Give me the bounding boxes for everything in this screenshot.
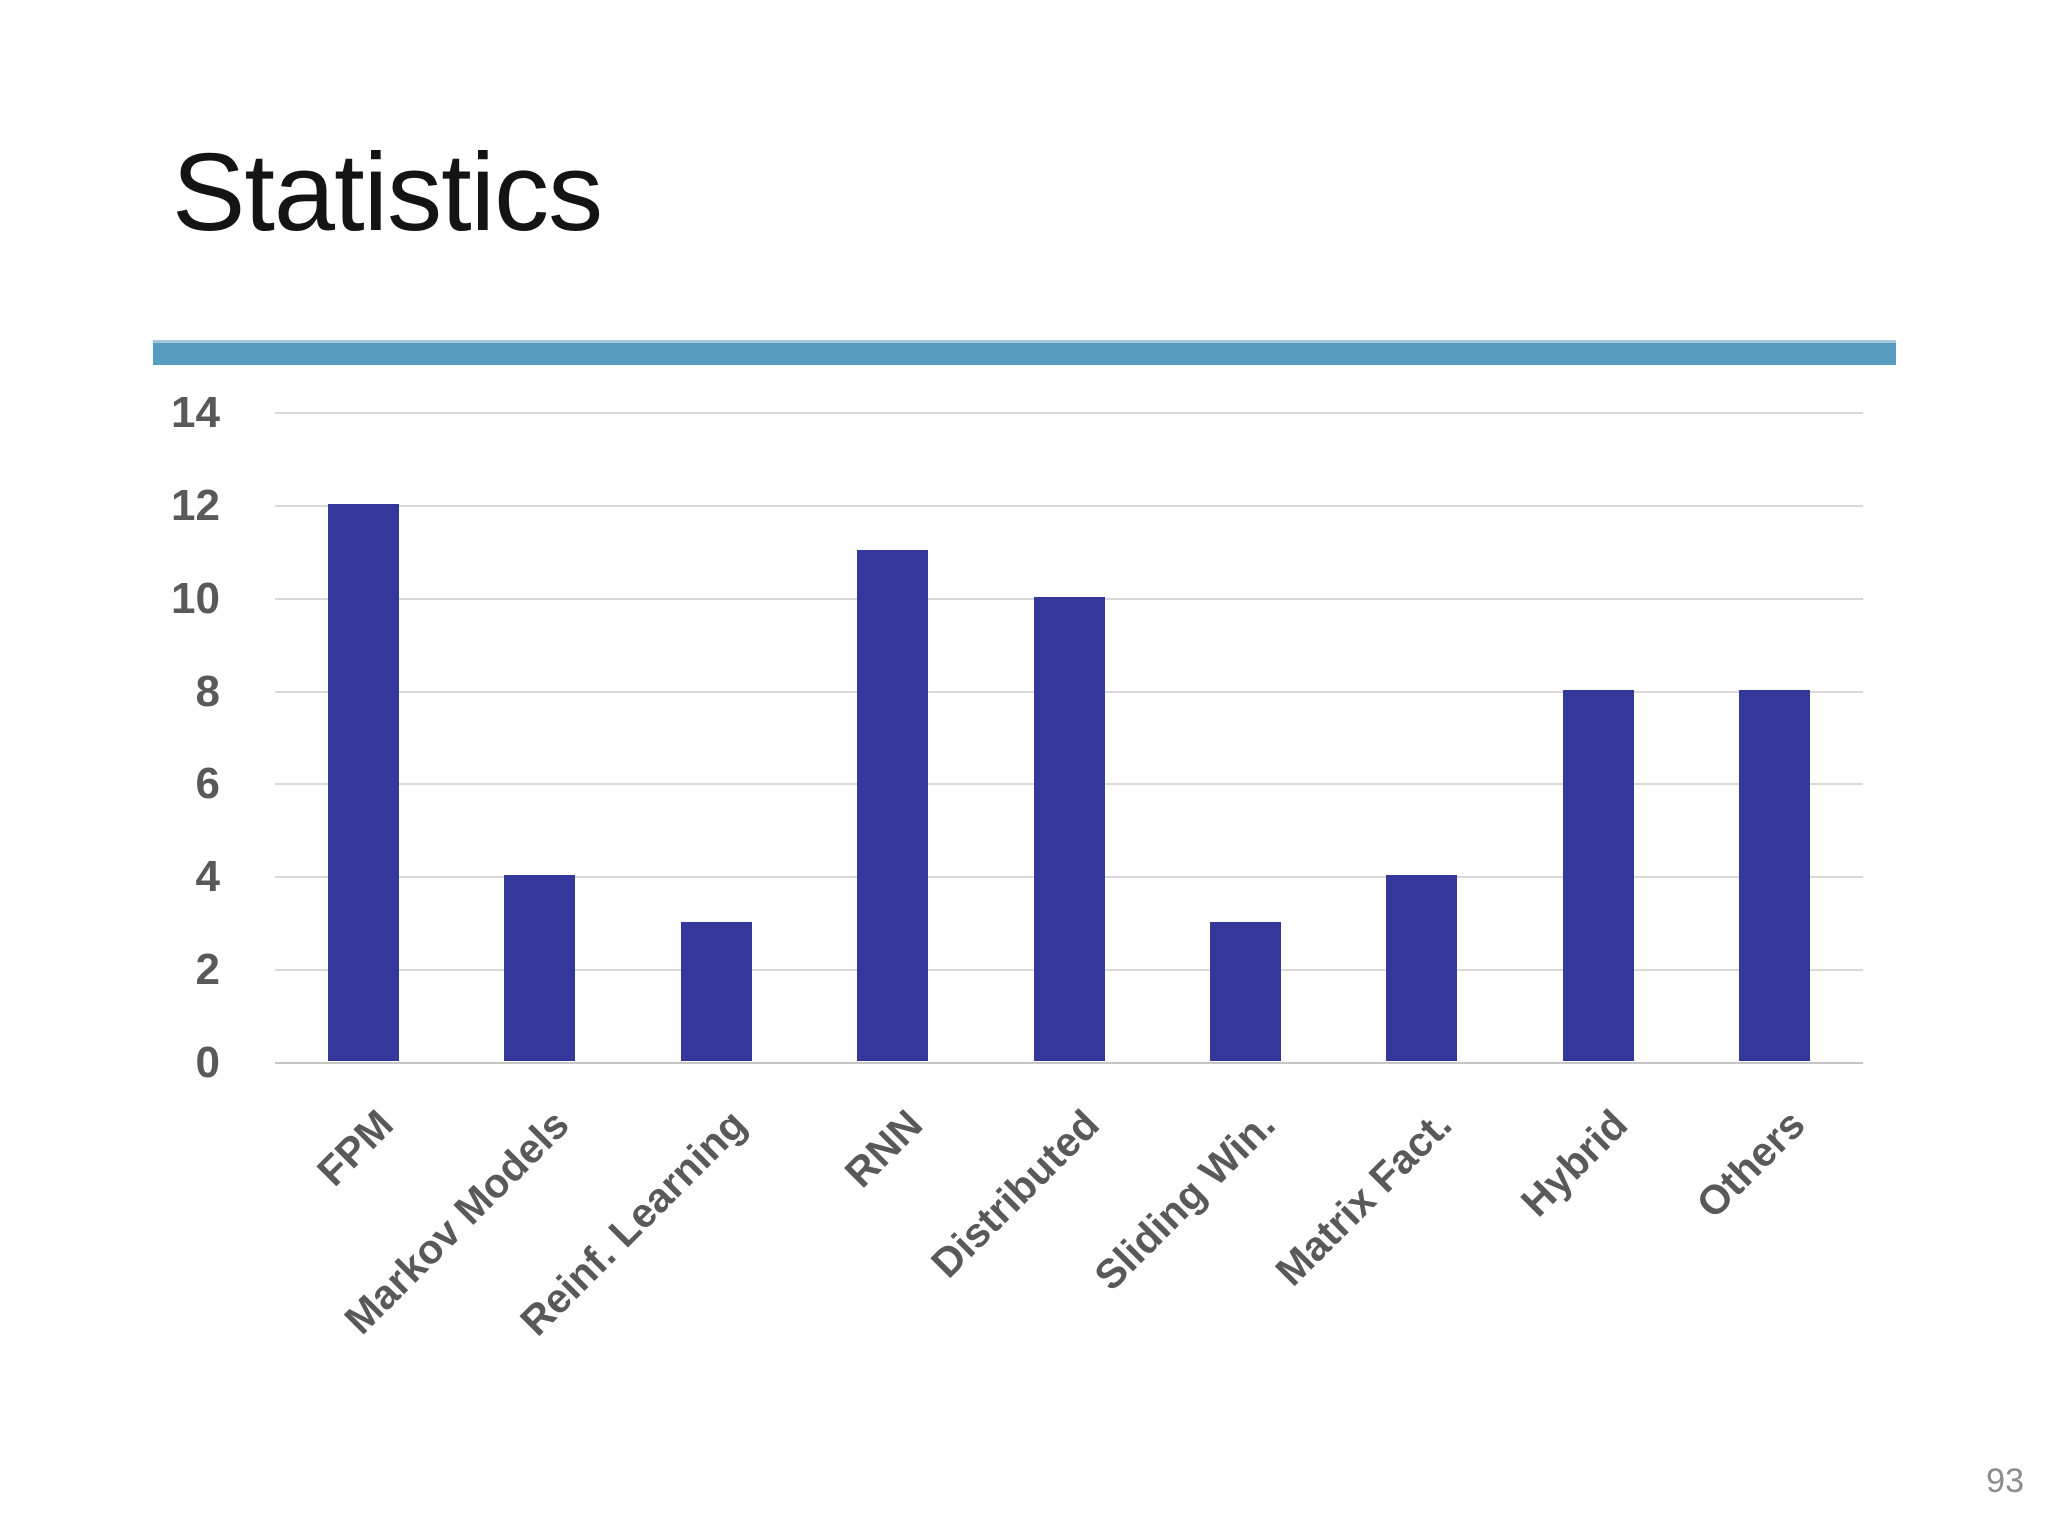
page-title: Statistics <box>172 131 603 254</box>
y-axis-tick-labels: 0 2 4 6 8 10 12 14 <box>118 391 220 1085</box>
gridline-y-12 <box>275 504 1863 507</box>
bar-rnn <box>857 550 929 1061</box>
bar-hybrid <box>1562 689 1634 1061</box>
bar-others <box>1739 689 1811 1061</box>
gridline-y-14 <box>275 412 1863 414</box>
y-axis-label-10: 10 <box>171 573 220 623</box>
plot-area <box>275 412 1863 1064</box>
page-number: 93 <box>1986 1462 2024 1500</box>
x-axis-label-sliding-win: Sliding Win. <box>1085 1100 1284 1300</box>
title-divider-bar <box>153 340 1896 365</box>
y-axis-label-4: 4 <box>195 852 220 902</box>
bar-fpm <box>327 503 399 1061</box>
x-axis-label-matrix-fact: Matrix Fact. <box>1266 1100 1461 1295</box>
bar-distributed <box>1033 596 1105 1061</box>
x-axis-label-distributed: Distributed <box>921 1100 1108 1287</box>
bar-reinf-learning <box>680 921 752 1061</box>
x-axis-label-hybrid: Hybrid <box>1512 1100 1637 1226</box>
x-axis-label-others: Others <box>1687 1100 1814 1227</box>
y-axis-label-0: 0 <box>195 1038 220 1087</box>
x-axis-label-fpm: FPM <box>307 1100 402 1195</box>
y-axis-label-6: 6 <box>195 759 220 809</box>
gridline-y-0 <box>275 1062 1863 1064</box>
y-axis-label-8: 8 <box>195 666 220 716</box>
y-axis-label-12: 12 <box>171 480 220 530</box>
bar-sliding-win <box>1209 921 1281 1061</box>
y-axis-label-14: 14 <box>171 388 220 437</box>
x-axis-category-labels: FPM Markov Models Reinf. Learning RNN Distri… <box>275 413 1863 1345</box>
y-axis-label-2: 2 <box>195 945 220 995</box>
bar-matrix-fact <box>1386 875 1458 1061</box>
bar-markov-models <box>504 875 576 1061</box>
x-axis-label-rnn: RNN <box>835 1100 931 1197</box>
